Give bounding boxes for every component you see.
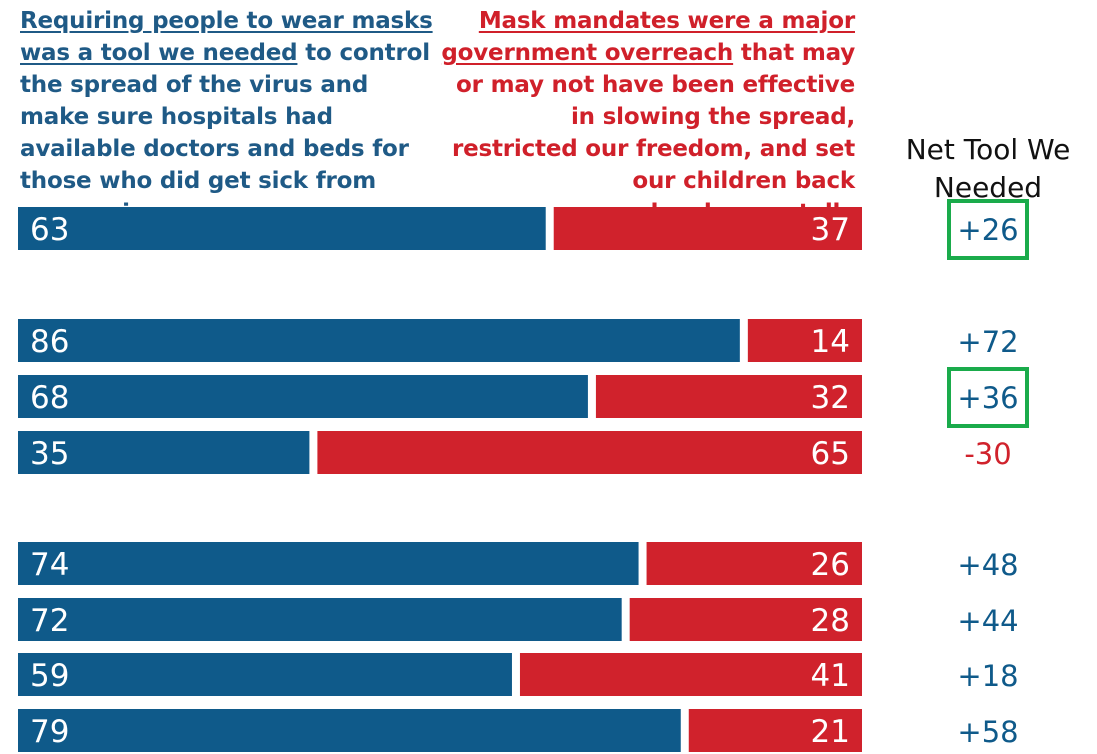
- overreach-value-label: 65: [811, 436, 850, 472]
- overreach-bar: [595, 375, 862, 418]
- highlight-box: [947, 199, 1029, 260]
- overreach-bar: [553, 207, 862, 250]
- net-header: Net Tool We Needed: [905, 133, 1071, 204]
- net-value-label: +26: [957, 213, 1018, 247]
- tool-value-label: 59: [30, 658, 69, 694]
- net-value-label: -30: [964, 437, 1011, 471]
- overreach-header-underlined: Mask mandates were a major government ov…: [441, 8, 855, 66]
- overreach-value-label: 26: [811, 547, 850, 583]
- overreach-bar: [317, 431, 862, 474]
- tool-bar: [18, 709, 681, 752]
- tool-value-label: 35: [30, 436, 69, 472]
- tool-bar: [18, 542, 639, 585]
- net-value-label: +58: [957, 715, 1018, 749]
- overreach-value-label: 14: [811, 324, 850, 360]
- overreach-bar: [646, 542, 862, 585]
- tool-value-label: 79: [30, 714, 69, 750]
- tool-value-label: 68: [30, 380, 69, 416]
- net-value-label: +72: [957, 325, 1018, 359]
- overreach-bar: [629, 598, 862, 641]
- tool-value-label: 72: [30, 603, 69, 639]
- tool-bar: [18, 319, 740, 362]
- net-value-label: +48: [957, 548, 1018, 582]
- tool-value-label: 63: [30, 212, 69, 248]
- overreach-value-label: 21: [811, 714, 850, 750]
- net-value-label: +18: [957, 659, 1018, 693]
- tool-value-label: 86: [30, 324, 69, 360]
- tool-value-label: 74: [30, 547, 69, 583]
- tool-header-underlined: Requiring people to wear masks was a too…: [20, 8, 433, 66]
- tool-bar: [18, 375, 588, 418]
- overreach-bar: [519, 653, 862, 696]
- net-value-label: +36: [957, 381, 1018, 415]
- tool-bar: [18, 207, 546, 250]
- overreach-bar: [688, 709, 862, 752]
- overreach-value-label: 37: [811, 212, 850, 248]
- net-value-label: +44: [957, 604, 1018, 638]
- highlight-box: [947, 367, 1029, 428]
- overreach-value-label: 28: [811, 603, 850, 639]
- overreach-bar: [747, 319, 862, 362]
- tool-bar: [18, 598, 622, 641]
- tool-bar: [18, 653, 512, 696]
- overreach-value-label: 32: [811, 380, 850, 416]
- overreach-value-label: 41: [811, 658, 850, 694]
- tool-bar: [18, 431, 310, 474]
